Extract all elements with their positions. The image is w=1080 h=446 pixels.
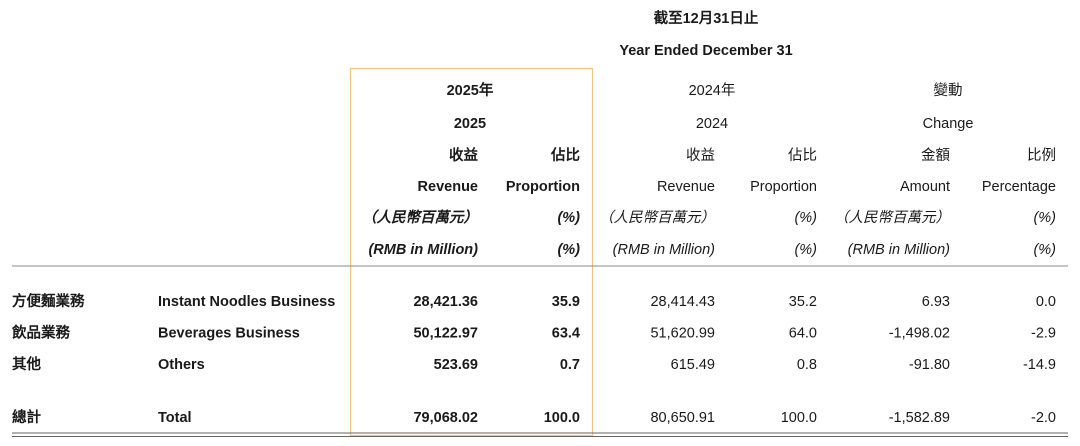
row-label-en: Instant Noodles Business (158, 294, 335, 310)
cell-value: 100.0 (781, 410, 817, 426)
column-unit-zh: （人民幣百萬元） (599, 209, 715, 226)
column-label-en: Proportion (750, 179, 817, 195)
column-label-en: Proportion (506, 179, 580, 195)
cell-value: 0.0 (1036, 294, 1056, 310)
column-label-zh: 收益 (449, 146, 478, 164)
cell-value: -91.80 (909, 357, 950, 373)
column-label-zh: 金額 (921, 147, 950, 164)
cell-value: 28,421.36 (413, 294, 478, 310)
column-label-en: Revenue (418, 179, 478, 195)
column-label-en: Percentage (982, 179, 1056, 195)
group-label-en: 2025 (454, 116, 486, 132)
column-label-zh: 佔比 (550, 146, 580, 164)
row-label-en: Others (158, 357, 205, 373)
row-label-en: Total (158, 410, 192, 426)
cell-value: 64.0 (789, 325, 817, 341)
column-unit-zh: (%) (557, 210, 580, 226)
title-en: Year Ended December 31 (619, 43, 792, 59)
cell-value: -2.0 (1031, 410, 1056, 426)
cell-value: -1,582.89 (889, 410, 950, 426)
cell-value: -14.9 (1023, 357, 1056, 373)
column-label-zh: 比例 (1027, 147, 1056, 164)
cell-value: 51,620.99 (650, 325, 715, 341)
cell-value: 100.0 (544, 410, 580, 426)
row-label-en: Beverages Business (158, 325, 300, 341)
column-unit-zh: （人民幣百萬元） (834, 209, 950, 226)
cell-value: 28,414.43 (650, 294, 715, 310)
row-label-zh: 飲品業務 (11, 323, 70, 341)
column-unit-zh: (%) (794, 210, 817, 226)
group-label-en: 2024 (696, 116, 728, 132)
column-label-en: Amount (900, 179, 950, 195)
cell-value: 615.49 (671, 357, 715, 373)
cell-value: 50,122.97 (413, 325, 478, 341)
row-label-zh: 總計 (12, 408, 41, 426)
group-label-zh: 變動 (934, 82, 963, 99)
column-unit-en: (%) (794, 242, 817, 258)
cell-value: 79,068.02 (413, 410, 478, 426)
column-label-zh: 佔比 (788, 147, 817, 164)
cell-value: 63.4 (552, 325, 580, 341)
cell-value: 523.69 (434, 357, 478, 373)
group-label-en: Change (923, 116, 974, 132)
column-unit-zh: (%) (1033, 210, 1056, 226)
cell-value: -1,498.02 (889, 325, 950, 341)
highlight-box (349, 67, 594, 437)
cell-value: 80,650.91 (650, 410, 715, 426)
cell-value: 35.9 (552, 294, 580, 310)
group-label-zh: 2025年 (447, 81, 494, 99)
row-label-zh: 其他 (12, 355, 41, 373)
column-unit-en: (%) (557, 242, 580, 258)
column-label-zh: 收益 (686, 147, 715, 164)
row-label-zh: 方便麵業務 (12, 292, 85, 310)
column-unit-en: (RMB in Million) (368, 242, 478, 258)
column-unit-en: (RMB in Million) (848, 242, 950, 258)
group-label-zh: 2024年 (689, 82, 736, 99)
column-label-en: Revenue (657, 179, 715, 195)
cell-value: 0.7 (560, 357, 580, 373)
column-unit-en: (RMB in Million) (613, 242, 715, 258)
cell-value: 35.2 (789, 294, 817, 310)
column-unit-en: (%) (1033, 242, 1056, 258)
cell-value: 6.93 (922, 294, 950, 310)
cell-value: -2.9 (1031, 325, 1056, 341)
column-unit-zh: （人民幣百萬元） (362, 209, 478, 226)
cell-value: 0.8 (797, 357, 817, 373)
title-zh: 截至12月31日止 (654, 9, 759, 27)
